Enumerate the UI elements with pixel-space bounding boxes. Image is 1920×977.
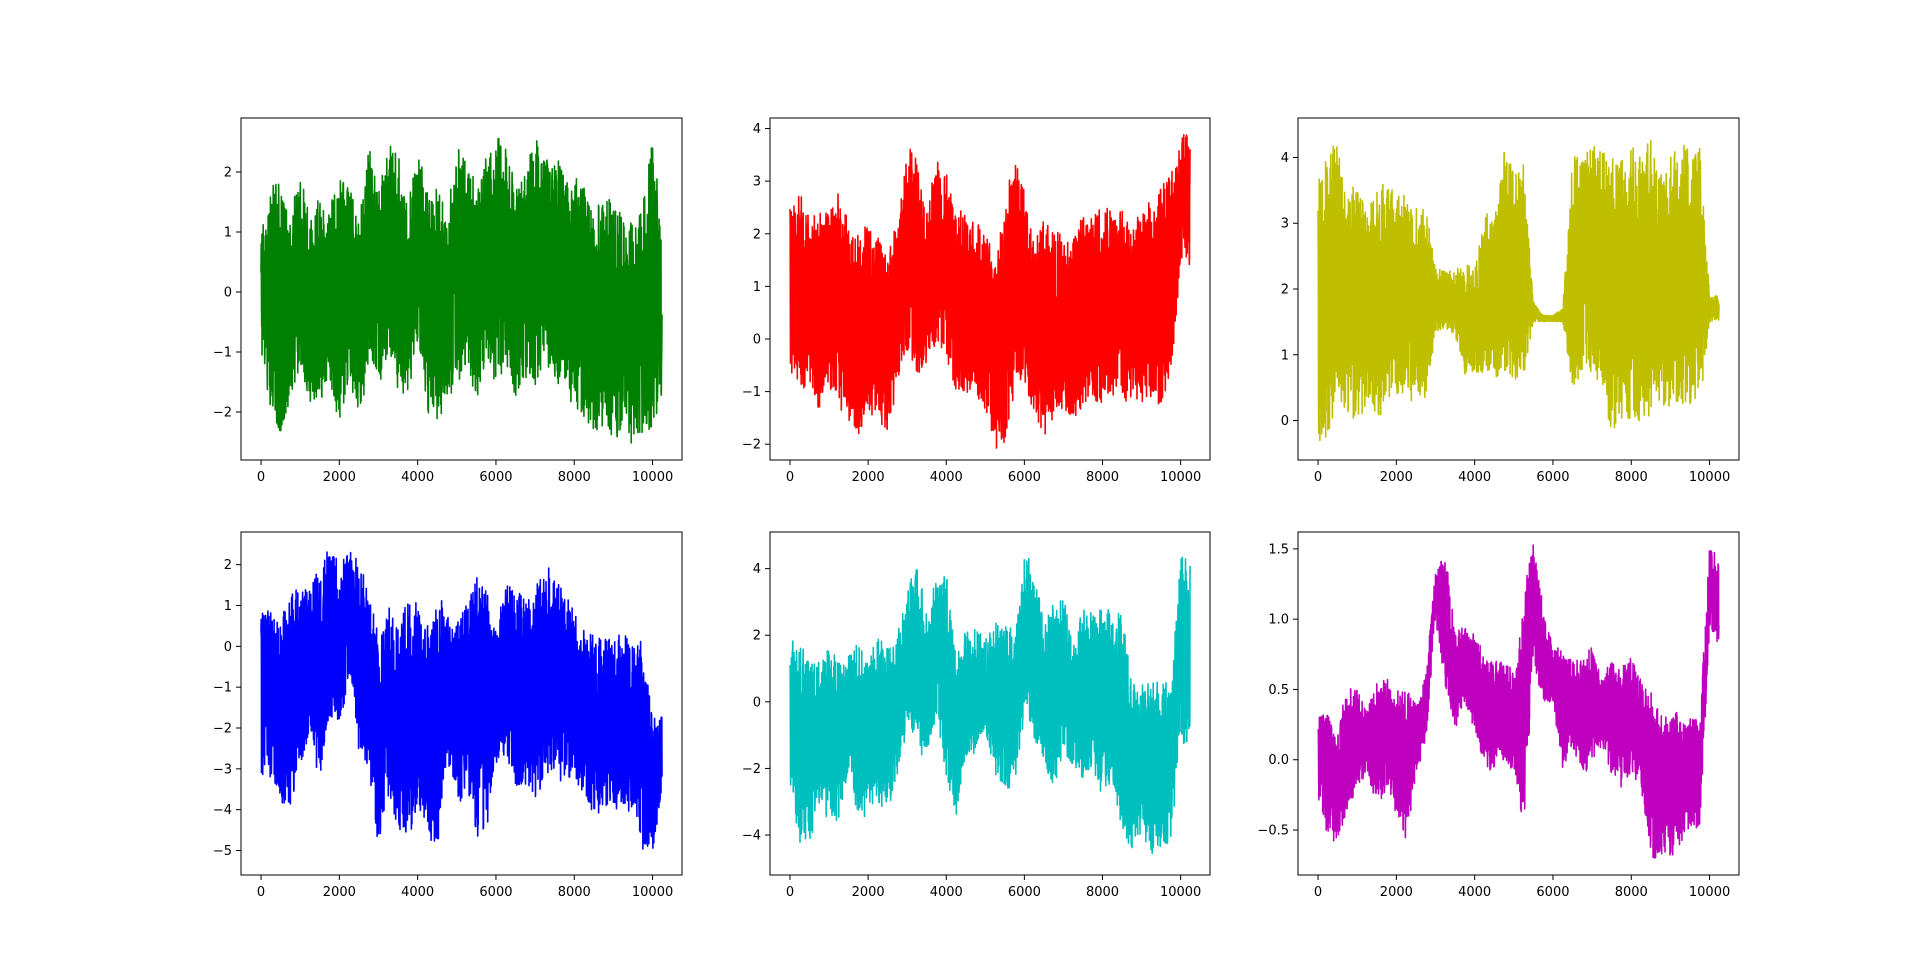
y-tick-label: 1 <box>224 226 232 241</box>
subplot-4: 0 2000 4000 6000 8000 10000 −5 −4 −3 −2 −1 0 1 2 <box>213 531 683 900</box>
x-tick-label: 2000 <box>1380 470 1413 485</box>
x-tick-label: 0 <box>257 885 265 900</box>
y-tick-label: −2 <box>742 762 761 777</box>
y-tick-label: 2 <box>753 227 761 242</box>
subplot-1: 0 2000 4000 6000 8000 10000 −2 −1 0 1 2 <box>213 117 683 485</box>
y-tick-label: 4 <box>1281 151 1289 166</box>
y-tick-label: 1 <box>753 280 761 295</box>
x-tick-label: 4000 <box>401 470 434 485</box>
x-tick-label: 0 <box>1314 885 1322 900</box>
y-tick-label: −1 <box>213 681 232 696</box>
y-tick-label: −0.5 <box>1257 824 1289 839</box>
y-tick-label: −1 <box>213 346 232 361</box>
x-tick-label: 2000 <box>323 885 356 900</box>
axes-frame <box>769 117 1211 461</box>
x-tick-label: 4000 <box>1458 885 1491 900</box>
y-tick-label: 2 <box>1281 283 1289 298</box>
y-tick-label: 1 <box>1281 348 1289 363</box>
x-tick-label: 10000 <box>1160 885 1201 900</box>
y-tick-label: −4 <box>742 829 761 844</box>
x-tick-label: 6000 <box>479 470 512 485</box>
y-tick-label: 0 <box>753 695 761 710</box>
subplot-5: 0 2000 4000 6000 8000 10000 −4 −2 0 2 4 <box>742 531 1211 900</box>
y-tick-label: −4 <box>213 803 232 818</box>
y-tick-label: −3 <box>213 762 232 777</box>
series-line <box>260 137 663 444</box>
axes-frame <box>240 117 683 461</box>
series-line <box>260 551 663 850</box>
y-tick-label: 0 <box>224 640 232 655</box>
x-tick-label: 2000 <box>323 470 356 485</box>
series-line <box>1317 139 1720 442</box>
x-tick-label: 8000 <box>1615 885 1648 900</box>
x-tick-label: 2000 <box>852 470 885 485</box>
x-tick-label: 10000 <box>1160 470 1201 485</box>
y-tick-label: 2 <box>224 166 232 181</box>
y-tick-label: 2 <box>753 629 761 644</box>
x-tick-label: 10000 <box>632 885 673 900</box>
subplot-3: 0 2000 4000 6000 8000 10000 0 1 2 3 4 <box>1281 117 1740 485</box>
x-tick-label: 0 <box>1314 470 1322 485</box>
x-tick-label: 10000 <box>632 470 673 485</box>
y-tick-label: 4 <box>753 562 761 577</box>
y-tick-label: 4 <box>753 122 761 137</box>
series-line <box>1317 544 1720 859</box>
x-tick-label: 8000 <box>1086 885 1119 900</box>
x-tick-label: 4000 <box>930 885 963 900</box>
y-tick-label: 0 <box>1281 414 1289 429</box>
y-tick-label: 0 <box>224 286 232 301</box>
y-tick-label: 1.0 <box>1268 613 1289 628</box>
x-tick-label: 10000 <box>1689 885 1730 900</box>
x-tick-label: 8000 <box>1086 470 1119 485</box>
y-tick-label: 1.5 <box>1268 542 1289 557</box>
x-tick-label: 6000 <box>1536 885 1569 900</box>
x-tick-label: 8000 <box>558 885 591 900</box>
y-tick-label: 0.0 <box>1268 753 1289 768</box>
x-tick-label: 6000 <box>1008 885 1041 900</box>
y-tick-label: −1 <box>742 385 761 400</box>
y-tick-label: 1 <box>224 599 232 614</box>
x-tick-label: 2000 <box>1380 885 1413 900</box>
x-tick-label: 0 <box>257 470 265 485</box>
y-tick-label: 3 <box>1281 217 1289 232</box>
x-tick-label: 0 <box>786 885 794 900</box>
x-tick-label: 6000 <box>1008 470 1041 485</box>
axes-frame <box>240 531 683 876</box>
y-tick-label: −2 <box>213 406 232 421</box>
x-tick-label: 8000 <box>558 470 591 485</box>
y-tick-label: −5 <box>213 844 232 859</box>
subplot-2: 0 2000 4000 6000 8000 10000 −2 −1 0 1 2 3 4 <box>742 117 1211 485</box>
x-tick-label: 8000 <box>1615 470 1648 485</box>
axes-frame <box>1297 531 1740 876</box>
x-tick-label: 10000 <box>1689 470 1730 485</box>
y-tick-label: 3 <box>753 175 761 190</box>
y-tick-label: 0 <box>753 332 761 347</box>
x-tick-label: 2000 <box>852 885 885 900</box>
axes-frame <box>769 531 1211 876</box>
x-tick-label: 4000 <box>401 885 434 900</box>
y-tick-label: −2 <box>213 722 232 737</box>
x-tick-label: 0 <box>786 470 794 485</box>
y-tick-label: 2 <box>224 558 232 573</box>
series-line <box>789 556 1191 855</box>
y-tick-label: −2 <box>742 438 761 453</box>
series-line <box>789 134 1191 449</box>
x-tick-label: 4000 <box>1458 470 1491 485</box>
y-tick-label: 0.5 <box>1268 683 1289 698</box>
subplot-6: 0 2000 4000 6000 8000 10000 −0.5 0.0 0.5 1.0 1.5 <box>1257 531 1740 900</box>
x-tick-label: 6000 <box>479 885 512 900</box>
x-tick-label: 6000 <box>1536 470 1569 485</box>
x-tick-label: 4000 <box>930 470 963 485</box>
